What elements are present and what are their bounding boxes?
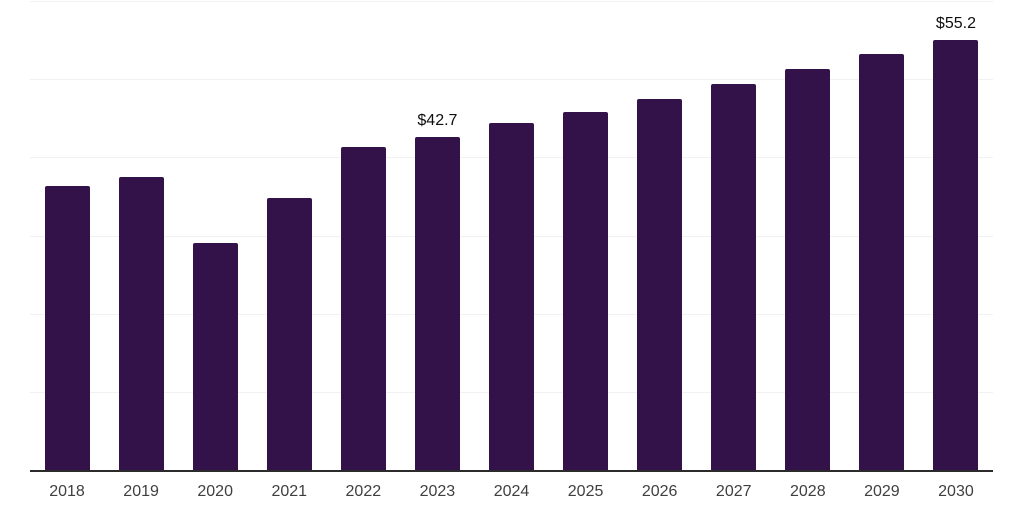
bar-2019 [118, 177, 164, 471]
data-label-2023: $42.7 [417, 112, 458, 130]
bar-2026 [637, 98, 683, 471]
x-tick-label-2026: 2026 [641, 483, 678, 500]
x-tick-label-2028: 2028 [790, 483, 826, 500]
bar-2029 [859, 54, 905, 471]
gridline-50 [30, 79, 993, 81]
bar-2020 [192, 242, 238, 471]
x-axis-tick-labels: 2018 2019 2020 2021 2022 2023 2024 2025 2026 2027… [30, 483, 993, 505]
x-tick-label-2018: 2018 [49, 483, 85, 500]
bar-2030 [933, 39, 979, 471]
bar-2025 [563, 112, 609, 471]
x-tick-label-2030: 2030 [938, 483, 974, 500]
x-tick-label-2020: 2020 [197, 483, 233, 500]
bar-2027 [711, 84, 757, 471]
data-label-2030: $55.2 [935, 14, 976, 32]
x-tick-label-2029: 2029 [864, 483, 900, 500]
bar-2024 [489, 123, 534, 471]
gridline-60 [30, 1, 993, 2]
x-tick-label-2024: 2024 [493, 483, 530, 500]
x-tick-label-2022: 2022 [345, 483, 382, 500]
bar-2022 [340, 147, 386, 471]
bar-2021 [266, 198, 312, 471]
x-tick-label-2027: 2027 [715, 483, 752, 500]
plot-area: $42.7 $55.2 [30, 1, 993, 471]
x-tick-label-2023: 2023 [419, 483, 456, 500]
bar-2028 [785, 69, 831, 471]
x-tick-label-2021: 2021 [271, 483, 308, 500]
bar-2018 [44, 185, 90, 471]
x-tick-label-2019: 2019 [123, 483, 159, 500]
bar-2023 [414, 137, 460, 471]
x-tick-label-2025: 2025 [567, 483, 604, 500]
x-axis-line [30, 470, 993, 472]
